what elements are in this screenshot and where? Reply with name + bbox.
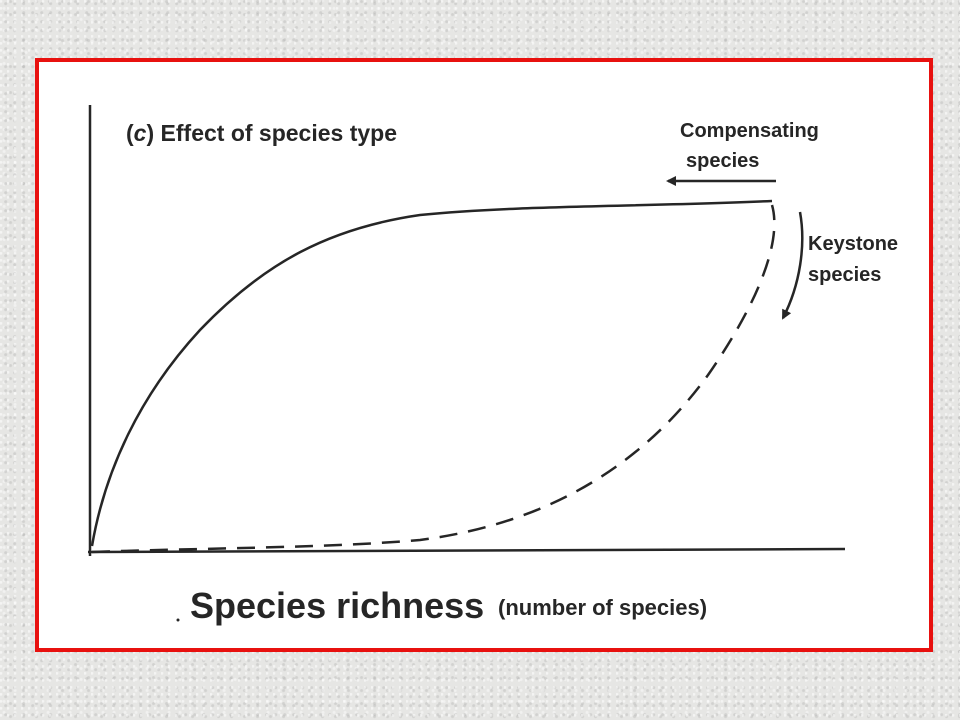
panel-title: (c) Effect of species type (126, 120, 397, 146)
panel-letter: c (134, 120, 147, 146)
slide-frame (35, 58, 933, 652)
compensating-curve (90, 199, 773, 547)
x-axis (87, 547, 846, 554)
keystone-arrow (781, 211, 804, 320)
compensating-label: Compensating species (680, 120, 824, 172)
ink-speck (176, 618, 180, 622)
keystone-label: Keystone species (808, 233, 904, 286)
x-axis-note: (number of species) (498, 595, 707, 620)
x-axis-label: Species richness (190, 585, 484, 626)
keystone-label-line2: species (808, 264, 881, 286)
keystone-curve (91, 204, 776, 554)
compensating-label-line2: species (686, 150, 759, 172)
keystone-label-line1: Keystone (808, 233, 898, 255)
compensating-label-line1: Compensating (680, 120, 819, 142)
panel-title-text: Effect of species type (161, 120, 397, 146)
